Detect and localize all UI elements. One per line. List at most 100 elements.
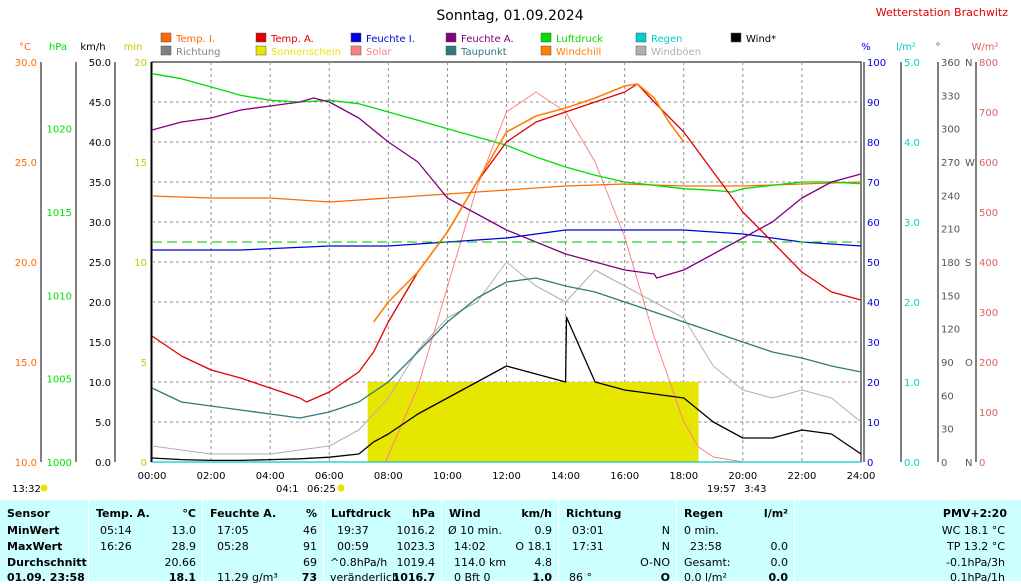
series-windchillline (372, 83, 685, 323)
moonset-2-label: 3:43 (744, 484, 766, 495)
solar-tick-label: 800 (979, 58, 998, 69)
legend-swatch (540, 32, 552, 43)
table-col-pressure: Luftdruck hPa 19:37 1016.2 00:59 1023.3 … (324, 500, 441, 584)
wind-tick-label: 0.0 (95, 458, 111, 469)
x-tick-label: 24:00 (847, 471, 876, 482)
row-label-min: MinWert (7, 524, 60, 537)
hum-max-time: 05:28 (217, 540, 249, 553)
solar-tick-label: 100 (979, 408, 998, 419)
x-tick-label: 04:00 (256, 471, 285, 482)
pressure-max-time: 00:59 (337, 540, 369, 553)
dir-r2: N (661, 540, 670, 553)
wind-tick-label: 20.0 (89, 298, 111, 309)
humidity-axis-unit: % (861, 42, 871, 53)
pressure-tick-label: 1005 (47, 375, 72, 386)
legend-swatch (350, 45, 362, 56)
table-divider (441, 500, 442, 581)
solar-axis-unit: W/m² (971, 42, 998, 53)
legend-swatch (445, 32, 457, 43)
solar-tick-label: 0 (979, 458, 985, 469)
pmv-dewpoint: TP 13.2 °C (946, 540, 1005, 553)
humidity-tick-label: 80 (867, 138, 880, 149)
humidity-tick-label: 100 (867, 58, 886, 69)
legend-swatch (350, 32, 362, 43)
rain-tick-label: 2.0 (904, 298, 920, 309)
row-label-max: MaxWert (7, 540, 63, 553)
rain-tick-label: 3.0 (904, 218, 920, 229)
humidity-tick-label: 20 (867, 378, 880, 389)
pressure-tick-label: 1010 (47, 291, 72, 302)
wind-tick-label: 15.0 (89, 338, 111, 349)
pressure-axis-unit: hPa (49, 42, 67, 53)
direction-tick-label: 30 (941, 425, 954, 436)
plot-area (151, 73, 862, 463)
x-tick-label: 16:00 (610, 471, 639, 482)
sunset-label: 19:57 (707, 484, 736, 495)
wind-tick-label: 25.0 (89, 258, 111, 269)
dir-header: Richtung (566, 507, 622, 520)
series-feuchte-i-line (152, 229, 862, 251)
table-col-pmv: PMV+2:20 WC 18.1 °C TP 13.2 °C -0.1hPa/3… (795, 500, 1021, 584)
wind-gust: O 18.1 (515, 540, 552, 553)
temp-avg: 20.66 (164, 556, 197, 569)
solar-tick-label: 700 (979, 108, 998, 119)
direction-axis-unit: ° (936, 42, 941, 53)
solar-tick-label: 500 (979, 208, 998, 219)
sun_min-axis-unit: min (124, 42, 143, 53)
direction-tick-label: 300 (941, 125, 960, 136)
direction-tick-label: 90 (941, 358, 954, 369)
legend-swatch (635, 45, 647, 56)
sun_min-tick-label: 0 (141, 458, 147, 469)
legend-label: Richtung (176, 47, 221, 58)
table-col-direction: Richtung 03:01 N 17:31 N O-NO 86 ° O (559, 500, 676, 584)
rain-r1-label: 0 min. (684, 524, 719, 537)
compass-label: N (965, 458, 972, 469)
humidity-tick-label: 90 (867, 98, 880, 109)
legend-label: Taupunkt (460, 47, 507, 58)
legend-swatch (160, 45, 172, 56)
hum-min: 46 (303, 524, 317, 537)
series-wind-line (151, 316, 862, 462)
row-label-current: 01.09. 23:58 (7, 571, 85, 584)
sunshine-bar (367, 382, 699, 462)
legend-label: Feuchte A. (461, 34, 514, 45)
rain-current: 0.0 (768, 571, 789, 584)
pressure-state: veränderlich (330, 571, 399, 584)
rain-current-rate: 0.0 l/m² (684, 571, 727, 584)
sunrise-label: 06:25 (307, 484, 336, 495)
dir-r1: N (661, 524, 670, 537)
wind-tick-label: 35.0 (89, 178, 111, 189)
direction-tick-label: 150 (941, 291, 960, 302)
humidity-tick-label: 50 (867, 258, 880, 269)
pressure-max: 1023.3 (396, 540, 436, 553)
temp-max: 28.9 (171, 540, 197, 553)
wind-tick-label: 40.0 (89, 138, 111, 149)
station-name: Wetterstation Brachwitz (876, 6, 1008, 19)
legend-swatch (255, 32, 267, 43)
chart-legend: Temp. I. Temp. A. Feuchte I. Feuchte A. Luft… (160, 32, 776, 58)
compass-label: S (965, 258, 971, 269)
rain-tick-label: 4.0 (904, 138, 920, 149)
temp-axis-unit: °C (19, 42, 31, 53)
temp-header: Temp. A. (96, 507, 150, 520)
dir-current-deg: 86 ° (569, 571, 592, 584)
wind-bft: 0 Bft 0 (454, 571, 491, 584)
pressure-avg: 1019.4 (396, 556, 436, 569)
x-tick-label: 10:00 (433, 471, 462, 482)
x-tick-label: 20:00 (728, 471, 757, 482)
humidity-tick-label: 30 (867, 338, 880, 349)
legend-label: Temp. A. (270, 34, 314, 45)
dir-current: O (660, 571, 670, 584)
compass-label: O (965, 358, 973, 369)
wind-tick-label: 30.0 (89, 218, 111, 229)
pressure-tick-label: 1020 (47, 125, 72, 136)
solar-tick-label: 300 (979, 308, 998, 319)
x-tick-label: 06:00 (315, 471, 344, 482)
hum-current: 73 (301, 571, 317, 584)
legend-label: Windchill (556, 47, 601, 58)
sun_min-tick-label: 5 (141, 358, 147, 369)
x-tick-label: 22:00 (788, 471, 817, 482)
compass-label: W (965, 158, 975, 169)
wind-run: 114.0 km (454, 556, 507, 569)
row-label-sensor: Sensor (7, 507, 50, 520)
